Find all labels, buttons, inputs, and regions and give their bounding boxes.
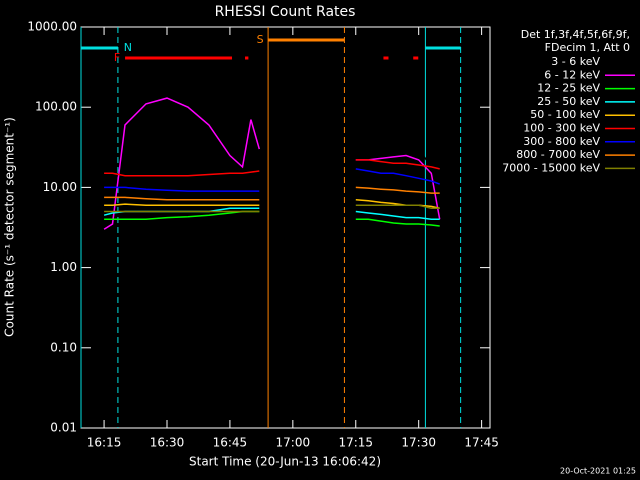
legend-label: 12 - 25 keV bbox=[537, 82, 600, 95]
x-tick-label: 17:30 bbox=[401, 436, 436, 450]
x-axis-title: Start Time (20-Jun-13 16:06:42) bbox=[189, 455, 381, 469]
x-tick-label: 16:30 bbox=[150, 436, 185, 450]
timestamp: 20-Oct-2021 01:25 bbox=[560, 467, 636, 476]
flag-label: S bbox=[257, 33, 264, 46]
y-tick-label: 1.00 bbox=[50, 260, 77, 274]
legend-label: 25 - 50 keV bbox=[537, 95, 600, 108]
legend-label: 6 - 12 keV bbox=[544, 68, 600, 81]
y-axis-title: Count Rate (s⁻¹ detector segment⁻¹) bbox=[3, 117, 17, 337]
series-line bbox=[104, 210, 440, 227]
legend-label: 300 - 800 keV bbox=[523, 135, 600, 148]
series-line bbox=[103, 207, 440, 221]
legend-label: 7000 - 15000 keV bbox=[502, 161, 600, 174]
x-tick-label: 17:15 bbox=[338, 436, 373, 450]
series-line bbox=[104, 199, 440, 209]
chart-title: RHESSI Count Rates bbox=[215, 4, 356, 20]
plot-frame bbox=[80, 26, 491, 429]
x-tick-label: 16:15 bbox=[87, 436, 122, 450]
legend-label: 3 - 6 keV bbox=[551, 55, 600, 68]
legend-label: 100 - 300 keV bbox=[523, 122, 600, 135]
series-line bbox=[104, 204, 440, 213]
series-line bbox=[104, 168, 440, 192]
y-tick-label: 10.00 bbox=[43, 180, 77, 194]
legend-title: Det 1f,3f,4f,5f,6f,9f, bbox=[521, 28, 630, 41]
legend-label: 800 - 7000 keV bbox=[516, 148, 600, 161]
x-tick-label: 16:45 bbox=[213, 436, 248, 450]
series-line bbox=[104, 159, 440, 177]
legend-label: 50 - 100 keV bbox=[530, 108, 600, 121]
x-tick-label: 17:45 bbox=[464, 436, 499, 450]
flag-label: F bbox=[114, 51, 120, 64]
series-line bbox=[104, 186, 440, 201]
flag-label: N bbox=[124, 41, 132, 54]
y-tick-label: 0.01 bbox=[50, 421, 77, 435]
y-tick-label: 100.00 bbox=[35, 100, 77, 114]
y-tick-label: 1000.00 bbox=[27, 20, 77, 34]
legend-title: FDecim 1, Att 0 bbox=[545, 41, 630, 54]
series-line bbox=[103, 97, 441, 230]
x-tick-label: 17:00 bbox=[276, 436, 311, 450]
y-tick-label: 0.10 bbox=[50, 340, 77, 354]
